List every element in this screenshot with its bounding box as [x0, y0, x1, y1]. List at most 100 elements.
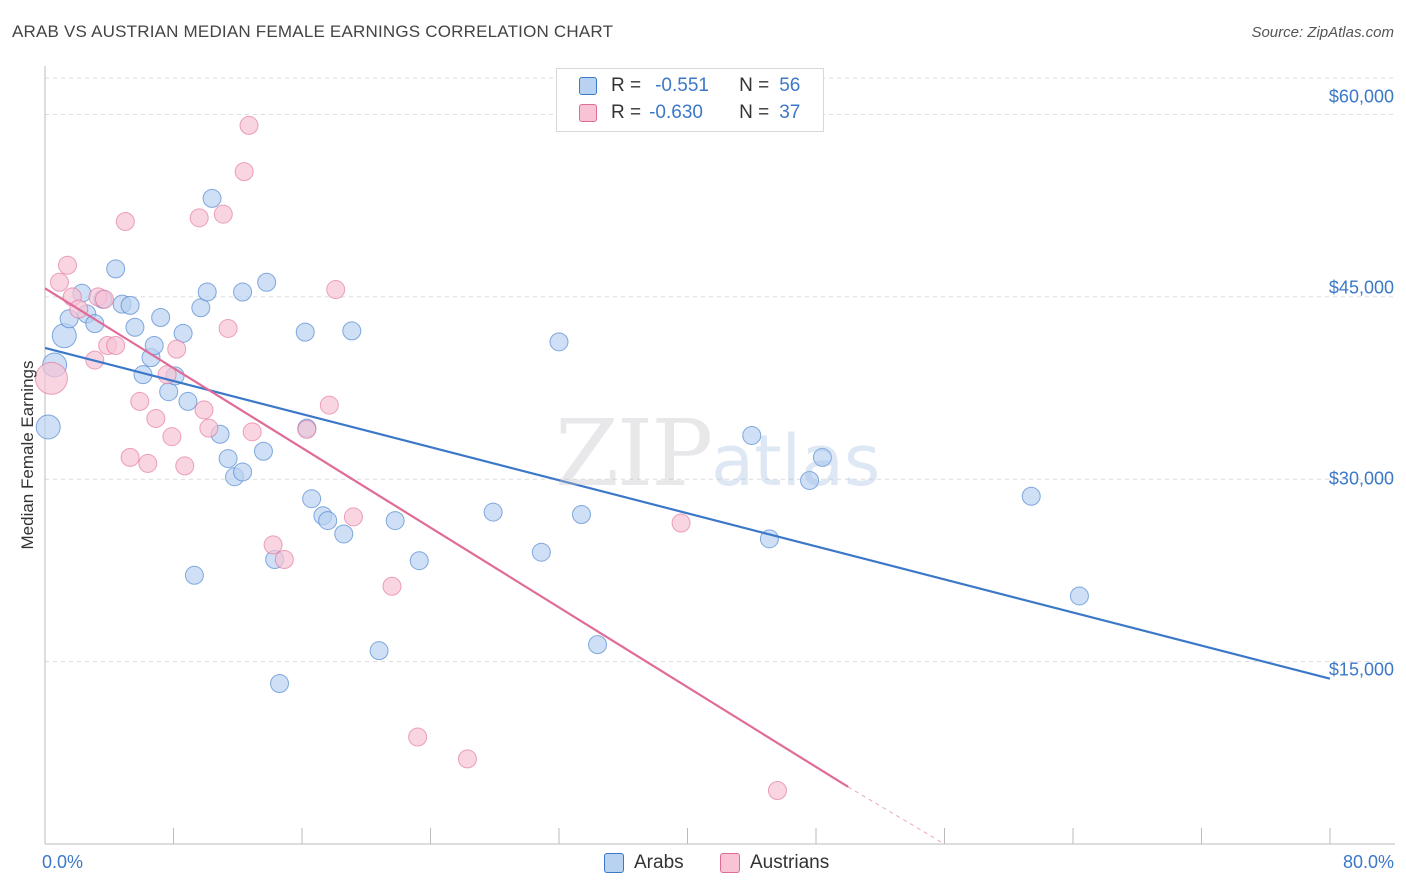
legend-label: Arabs: [634, 852, 684, 873]
austrians-trend-extension: [847, 786, 945, 845]
austrians-point: [671, 513, 691, 533]
watermark-atlas: atlas: [711, 420, 881, 502]
n-label: N =: [739, 102, 770, 123]
austrians-point: [146, 408, 166, 428]
austrians-point: [199, 418, 219, 438]
arabs-point: [302, 489, 322, 509]
y-tick-label: $60,000: [1328, 86, 1394, 107]
r-label: R =: [611, 102, 642, 123]
austrians-point: [382, 576, 402, 596]
arabs-point: [800, 470, 820, 490]
austrians-point: [175, 456, 195, 476]
arabs-point: [549, 332, 569, 352]
austrians-point: [167, 339, 187, 359]
arabs-point: [144, 335, 164, 355]
austrians-point: [138, 453, 158, 473]
austrians-point: [115, 211, 135, 231]
arabs-point: [742, 425, 762, 445]
r-label: R =: [611, 75, 642, 96]
chart-source: Source: ZipAtlas.com: [1251, 24, 1394, 41]
arabs-point: [35, 414, 61, 440]
x-tick-label-max: 80.0%: [1342, 852, 1394, 872]
austrians-point: [120, 447, 140, 467]
arabs-point: [125, 317, 145, 337]
austrians-point: [106, 335, 126, 355]
austrians-point: [297, 419, 317, 439]
austrians-point: [408, 727, 428, 747]
arabs-point: [197, 282, 217, 302]
arabs-point: [531, 542, 551, 562]
austrians-swatch-icon: [579, 104, 597, 122]
arabs-point: [106, 259, 126, 279]
arabs-point: [483, 502, 503, 522]
arabs-point: [1021, 486, 1041, 506]
stats-row-arabs: R = -0.551 N = 56: [579, 73, 800, 99]
x-tick-label-min: 0.0%: [42, 852, 84, 872]
austrians-point: [213, 204, 233, 224]
austrians-point: [218, 318, 238, 338]
austrians-point: [319, 395, 339, 415]
arabs-point: [295, 322, 315, 342]
austrians-point: [326, 280, 346, 300]
arabs-legend-icon: [604, 853, 624, 873]
n-label: N =: [739, 75, 770, 96]
austrians-point: [242, 422, 262, 442]
watermark-zip: ZIP: [555, 400, 713, 507]
arabs-point: [173, 323, 193, 343]
arabs-point: [270, 674, 290, 694]
arabs-point: [342, 321, 362, 341]
legend-item-arabs[interactable]: Arabs: [604, 852, 684, 874]
n-value: 37: [779, 102, 801, 123]
arabs-point: [409, 551, 429, 571]
arabs-point: [218, 449, 238, 469]
austrians-point: [49, 272, 69, 292]
n-value: 56: [779, 75, 801, 96]
austrians-point: [189, 208, 209, 228]
austrians-point: [162, 427, 182, 447]
arabs-point: [257, 272, 277, 292]
arabs-point: [184, 565, 204, 585]
arabs-point: [369, 641, 389, 661]
austrians-point: [274, 549, 294, 569]
arabs-point: [588, 635, 608, 655]
arabs-point: [571, 504, 591, 524]
chart-title: ARAB VS AUSTRIAN MEDIAN FEMALE EARNINGS …: [12, 22, 614, 41]
arabs-point: [385, 511, 405, 531]
correlation-stats-box: R = -0.551 N = 56 R = -0.630 N = 37: [556, 68, 824, 132]
austrians-point: [263, 535, 283, 555]
austrians-point: [239, 115, 259, 135]
austrians-point: [57, 255, 77, 275]
austrians-point: [94, 289, 114, 309]
y-axis-label: Median Female Earnings: [18, 360, 37, 550]
arabs-point: [120, 295, 140, 315]
austrians-trend-line: [44, 287, 849, 788]
austrians-point: [234, 162, 254, 182]
austrians-legend-icon: [720, 853, 740, 873]
legend-item-austrians[interactable]: Austrians: [720, 852, 829, 874]
r-value: -0.551: [655, 75, 709, 96]
austrians-point: [457, 749, 477, 769]
austrians-point: [34, 361, 68, 395]
arabs-point: [233, 282, 253, 302]
arabs-point: [812, 447, 832, 467]
arabs-point: [159, 382, 179, 402]
arabs-point: [202, 188, 222, 208]
legend-label: Austrians: [750, 852, 830, 873]
arabs-swatch-icon: [579, 77, 597, 95]
y-tick-label: $15,000: [1328, 659, 1394, 680]
arabs-trend-line: [44, 346, 1331, 680]
austrians-point: [130, 391, 150, 411]
watermark: ZIPatlas: [555, 400, 880, 507]
y-tick-label: $45,000: [1328, 277, 1394, 298]
arabs-point: [191, 298, 211, 318]
r-value: -0.630: [649, 102, 703, 123]
arabs-point: [1069, 586, 1089, 606]
arabs-point: [334, 524, 354, 544]
arabs-point: [253, 441, 273, 461]
austrians-point: [343, 507, 363, 527]
stats-row-austrians: R = -0.630 N = 37: [579, 100, 800, 126]
arabs-point: [151, 308, 171, 328]
y-tick-label: $30,000: [1328, 468, 1394, 489]
austrians-point: [194, 400, 214, 420]
